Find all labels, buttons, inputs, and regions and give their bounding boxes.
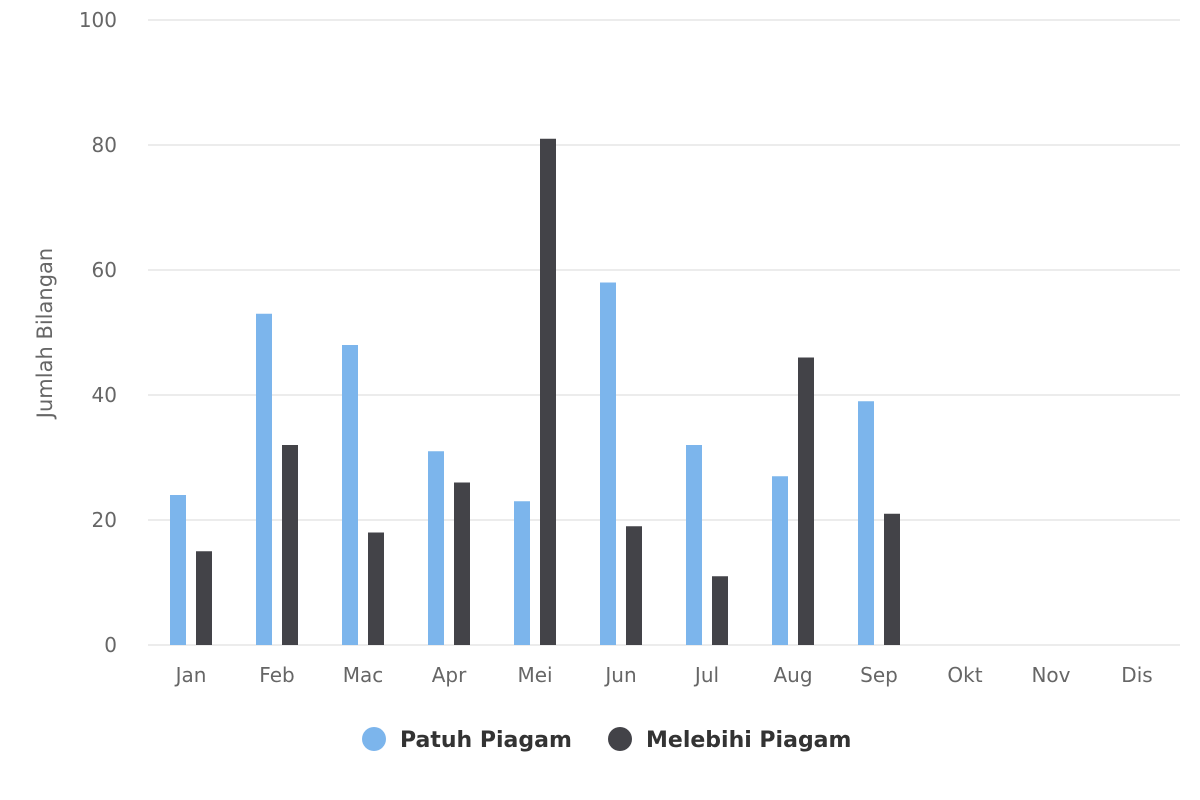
bar-patuh-piagam[interactable]: [858, 401, 874, 645]
x-tick-label: Aug: [773, 663, 812, 687]
bar-melebihi-piagam[interactable]: [798, 357, 814, 646]
y-axis-ticks: 0 20 40 60 80 100: [79, 8, 117, 657]
x-tick-label: Mac: [343, 663, 384, 687]
bar-melebihi-piagam[interactable]: [540, 138, 556, 645]
legend-label: Melebihi Piagam: [646, 728, 851, 753]
x-tick-label: Jan: [174, 663, 207, 687]
bar-melebihi-piagam[interactable]: [454, 482, 470, 646]
bar-melebihi-piagam[interactable]: [884, 513, 900, 645]
x-tick-label: Jul: [693, 663, 719, 687]
legend-marker: [362, 727, 386, 751]
x-tick-label: Jun: [603, 663, 636, 687]
bar-melebihi-piagam[interactable]: [196, 551, 212, 645]
y-tick-label: 40: [92, 383, 117, 407]
x-tick-label: Mei: [517, 663, 552, 687]
bar-melebihi-piagam[interactable]: [368, 532, 384, 646]
bar-patuh-piagam[interactable]: [772, 476, 788, 645]
x-tick-label: Feb: [259, 663, 294, 687]
bar-patuh-piagam[interactable]: [686, 445, 702, 645]
bar-melebihi-piagam[interactable]: [626, 526, 642, 645]
legend-marker: [608, 727, 632, 751]
y-tick-label: 0: [104, 633, 117, 657]
bar-patuh-piagam[interactable]: [428, 451, 444, 645]
x-tick-label: Sep: [860, 663, 898, 687]
x-axis-ticks: Jan Feb Mac Apr Mei Jun Jul Aug Sep Okt Nov Dis: [174, 663, 1153, 687]
y-tick-label: 60: [92, 258, 117, 282]
bar-patuh-piagam[interactable]: [600, 282, 616, 646]
legend-item[interactable]: Melebihi Piagam: [608, 727, 851, 753]
legend-label: Patuh Piagam: [400, 728, 572, 753]
bar-patuh-piagam[interactable]: [170, 495, 186, 645]
y-tick-label: 80: [92, 133, 117, 157]
x-tick-label: Dis: [1121, 663, 1152, 687]
bars: [170, 138, 900, 646]
legend: Patuh Piagam Melebihi Piagam: [362, 727, 851, 753]
x-tick-label: Okt: [947, 663, 982, 687]
bar-patuh-piagam[interactable]: [342, 345, 358, 645]
grid-lines: [148, 19, 1180, 646]
x-tick-label: Nov: [1031, 663, 1070, 687]
y-axis-label: Jumlah Bilangan: [33, 248, 57, 420]
bar-melebihi-piagam[interactable]: [712, 576, 728, 645]
y-tick-label: 20: [92, 508, 117, 532]
legend-item[interactable]: Patuh Piagam: [362, 727, 572, 753]
bar-patuh-piagam[interactable]: [514, 501, 530, 645]
bar-melebihi-piagam[interactable]: [282, 445, 298, 645]
bar-patuh-piagam[interactable]: [256, 313, 272, 645]
x-tick-label: Apr: [432, 663, 467, 687]
y-tick-label: 100: [79, 8, 117, 32]
